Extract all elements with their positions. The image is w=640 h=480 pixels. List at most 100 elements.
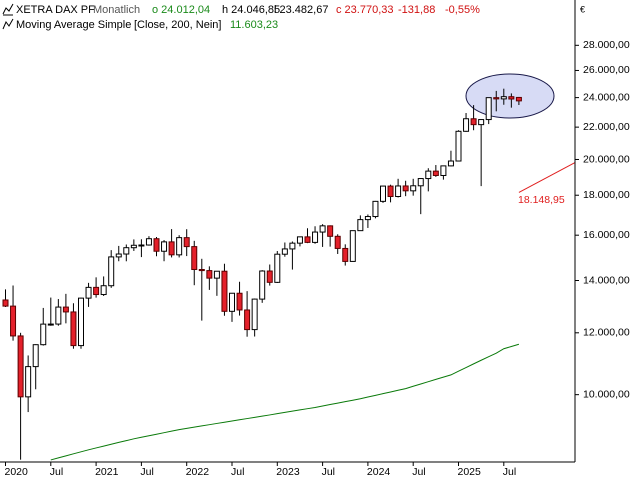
candle-body <box>55 306 62 325</box>
candle-body <box>221 270 228 312</box>
x-tick-label: Jul <box>140 466 153 478</box>
y-tick-label: 12.000,00 <box>583 327 630 339</box>
candle-body <box>244 309 251 331</box>
x-tick-label: 2020 <box>5 466 29 478</box>
open: o 24.012,04 <box>152 4 210 16</box>
candle-body <box>138 244 145 247</box>
candle-body <box>485 97 492 121</box>
moving-average-line <box>50 343 520 461</box>
high: h 24.046,85 <box>222 4 280 16</box>
candle-body <box>108 256 115 287</box>
candle-body <box>153 238 160 252</box>
candle-body <box>410 185 417 192</box>
y-tick-label: 22.000,00 <box>583 121 630 133</box>
candle-body <box>432 170 439 176</box>
candle-body <box>478 119 485 126</box>
header: XETRA DAX PF Monatlich o 24.012,04 h 24.… <box>2 3 585 31</box>
indicator: Moving Average Simple <box>16 19 131 31</box>
candle-body <box>327 225 334 237</box>
candle-body <box>25 366 32 398</box>
y-tick-label: 18.000,00 <box>583 189 630 201</box>
candle-body <box>85 286 92 299</box>
x-tick-label: Jul <box>322 466 335 478</box>
candle-body <box>145 238 152 246</box>
highlight-ellipse <box>465 73 555 119</box>
candle-body <box>493 97 500 100</box>
instrument-icon <box>2 3 14 16</box>
candle-body <box>229 292 235 312</box>
candle-body <box>380 185 386 202</box>
close: c 23.770,33 <box>336 4 394 16</box>
candle-body <box>455 130 462 162</box>
candle-body <box>213 270 220 279</box>
candle-body <box>183 237 190 248</box>
axes: 10.000,00 12.000,00 14.000,00 16.000,00 18.0… <box>5 39 630 478</box>
candle-body <box>515 96 522 102</box>
candle-body <box>304 236 311 243</box>
candle-body <box>402 185 409 192</box>
x-tick-label: Jul <box>412 466 425 478</box>
candle-body <box>500 96 507 100</box>
candle-body <box>372 200 379 218</box>
candle-body <box>334 235 341 249</box>
candle-body <box>62 306 69 313</box>
indicator-icon <box>2 18 14 30</box>
y-tick-label: 24.000,00 <box>583 91 630 103</box>
candle-body <box>463 118 470 132</box>
candle-body <box>191 246 198 271</box>
x-tick-label: 2021 <box>95 466 119 478</box>
instrument: XETRA DAX PF <box>16 4 95 16</box>
candle-body <box>259 270 266 300</box>
candle-body <box>251 298 258 331</box>
plot-area <box>2 88 575 461</box>
candle-body <box>115 253 122 258</box>
candle-body <box>364 216 371 221</box>
candle-body <box>130 244 137 249</box>
indicator-value: 11.603,23 <box>230 19 278 31</box>
currency: € <box>580 4 585 14</box>
y-tick-label: 16.000,00 <box>583 229 630 241</box>
change-percent: -0,55% <box>445 4 480 16</box>
x-tick-label: Jul <box>503 466 516 478</box>
candle-body <box>508 96 515 100</box>
candle-body <box>168 241 175 256</box>
candle-body <box>296 236 303 244</box>
candle-body <box>387 185 394 198</box>
candle-body <box>470 118 477 126</box>
y-tick-label: 10.000,00 <box>583 388 630 400</box>
candle-body <box>281 248 288 255</box>
low: l 23.482,67 <box>274 4 328 16</box>
candle-body <box>32 344 39 368</box>
y-tick-label: 28.000,00 <box>583 39 630 51</box>
period: Monatlich <box>93 4 140 16</box>
y-tick-label: 20.000,00 <box>583 153 630 165</box>
candle-body <box>425 170 432 180</box>
candle-body <box>2 299 9 307</box>
candle-body <box>342 247 349 262</box>
candle-body <box>312 231 319 243</box>
candle-body <box>100 285 107 296</box>
candle-body <box>161 241 168 252</box>
x-tick-label: 2022 <box>186 466 210 478</box>
y-tick-label: 14.000,00 <box>583 274 630 286</box>
candle-body <box>206 270 213 279</box>
y-tick-label: 26.000,00 <box>583 64 630 76</box>
candle-body <box>176 237 183 256</box>
candle-body <box>93 286 100 296</box>
candle-body <box>40 323 47 346</box>
trendline-extension <box>518 162 575 193</box>
candle-body <box>10 305 17 337</box>
candle-body <box>123 247 130 255</box>
candle-body <box>198 269 205 272</box>
candle-body <box>78 297 84 347</box>
candle-body <box>266 270 273 283</box>
candle-body <box>349 230 356 262</box>
indicator-params: [Close, 200, Nein] <box>134 19 221 31</box>
candle-body <box>395 185 402 198</box>
x-tick-label: 2025 <box>458 466 482 478</box>
candle-body <box>70 311 77 347</box>
candle-body <box>47 323 54 326</box>
x-tick-label: 2024 <box>367 466 391 478</box>
candle-body <box>17 335 24 398</box>
